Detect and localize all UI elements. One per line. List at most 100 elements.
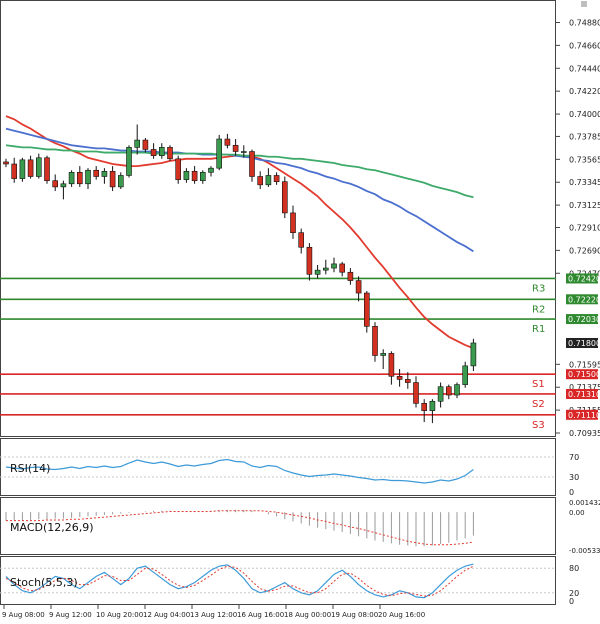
macd-tick-label: -0.005337: [569, 547, 600, 555]
y-tick-label: 0.71375: [569, 383, 600, 392]
macd-pane-frame: [0, 497, 556, 555]
x-tick-label: 10 Aug 20:00: [96, 611, 143, 619]
level-label: R1: [532, 324, 545, 335]
macd-tick-label: 0.001432: [569, 499, 600, 507]
candle-body: [150, 149, 157, 156]
candle-body: [208, 167, 214, 173]
y-tick-label: 0.71595: [569, 360, 600, 369]
stoch-signal-line: [5, 565, 474, 597]
candle-body: [60, 183, 67, 188]
x-tick-label: 18 Aug 00:00: [284, 611, 331, 619]
candle-body: [462, 365, 469, 385]
y-tick-label: 0.73785: [569, 132, 600, 141]
y-tick-label: 0.72910: [569, 223, 600, 232]
level-price-text: 0.71500: [568, 370, 600, 379]
candle-body: [322, 267, 329, 271]
candle-body: [3, 161, 9, 165]
candle-body: [454, 384, 460, 396]
candle-body: [159, 147, 165, 156]
candle-body: [445, 386, 452, 396]
y-tick-label: 0.70935: [569, 429, 600, 438]
candle-body: [249, 151, 255, 177]
candle-body: [290, 212, 296, 233]
candle-body: [306, 246, 313, 275]
candle-body: [421, 403, 428, 411]
candle-body: [224, 138, 231, 146]
macd-signal-line: [6, 510, 474, 546]
candle-body: [142, 139, 149, 150]
rsi-line: [5, 458, 474, 484]
level-price-tag: [566, 388, 598, 399]
candle-body: [355, 280, 362, 294]
candle-body: [470, 342, 477, 367]
candle-body: [191, 170, 198, 181]
y-tick-label: 0.74000: [569, 110, 600, 119]
rsi-tick-label: 0: [569, 488, 574, 497]
last-price-text: 0.71800: [568, 339, 600, 348]
x-tick-label: 19 Aug 08:00: [331, 611, 378, 619]
candle-body: [347, 271, 354, 281]
stoch-tick-label: 80: [569, 564, 579, 573]
y-tick-label: 0.74880: [569, 18, 600, 27]
candle-body: [380, 353, 387, 356]
candle-body: [265, 175, 272, 186]
stoch-main-line: [5, 563, 474, 599]
level-label: S3: [532, 420, 545, 431]
candle-body: [183, 170, 190, 180]
candle-body: [11, 163, 17, 179]
candle-body: [413, 382, 419, 404]
candle-body: [363, 292, 370, 327]
level-label: R2: [532, 304, 545, 315]
y-tick-label: 0.73345: [569, 178, 600, 187]
main-pane-frame: [0, 0, 556, 437]
candle-body: [216, 138, 222, 169]
level-price-tag: [566, 294, 598, 305]
candle-body: [232, 144, 239, 152]
candle-body: [167, 147, 173, 160]
macd-title: MACD(12,26,9): [10, 521, 94, 534]
stoch-title: Stoch(5,5,3): [10, 576, 78, 589]
y-tick-label: 0.73125: [569, 201, 600, 210]
x-tick-label: 9 Aug 12:00: [49, 611, 92, 619]
y-tick-label: 0.72690: [569, 246, 600, 255]
candle-body: [388, 353, 395, 377]
level-price-tag: [566, 314, 598, 325]
candle-body: [118, 175, 124, 188]
level-price-text: 0.72420: [568, 274, 600, 283]
rsi-title: RSI(14): [10, 462, 50, 475]
candle-body: [134, 139, 140, 148]
rsi-pane-frame: [0, 438, 556, 496]
x-tick-label: 9 Aug 08:00: [2, 611, 45, 619]
x-tick-label: 13 Aug 12:00: [190, 611, 237, 619]
candle-body: [126, 147, 132, 176]
candle-body: [396, 375, 403, 380]
level-price-text: 0.71310: [568, 390, 600, 399]
stoch-tick-label: 20: [569, 589, 579, 598]
level-price-text: 0.72220: [568, 295, 600, 304]
level-price-tag: [566, 273, 598, 284]
candle-body: [68, 172, 75, 185]
x-tick-label: 16 Aug 16:00: [237, 611, 284, 619]
macd-tick-label: 0.00: [569, 509, 585, 517]
candle-body: [44, 157, 50, 181]
candle-body: [109, 170, 116, 188]
candle-body: [19, 159, 26, 179]
candle-body: [52, 180, 59, 188]
candle-body: [298, 232, 305, 248]
y-tick-label: 0.74220: [569, 87, 600, 96]
candle-body: [77, 172, 83, 185]
y-tick-label: 0.74440: [569, 64, 600, 73]
candle-body: [273, 175, 280, 182]
candle-body: [85, 169, 91, 185]
level-price-text: 0.71110: [568, 411, 600, 420]
candle-body: [35, 157, 42, 177]
candle-body: [241, 151, 247, 153]
chart-menu-icon[interactable]: [581, 1, 587, 7]
candle-body: [281, 181, 288, 214]
candle-body: [331, 263, 337, 269]
candle-body: [372, 326, 378, 356]
candle-body: [175, 158, 181, 180]
moving-average-line: [5, 127, 474, 253]
candle-body: [27, 159, 34, 177]
